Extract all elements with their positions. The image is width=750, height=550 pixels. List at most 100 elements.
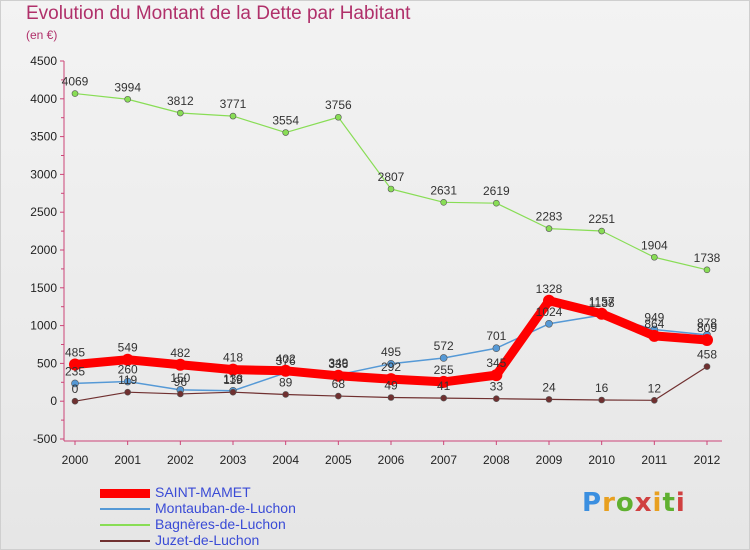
juzet-de-luchon-point bbox=[282, 391, 289, 398]
legend-swatch bbox=[100, 524, 150, 526]
juzet-de-luchon-point bbox=[335, 392, 342, 400]
montauban-de-luchon-value-label: 235 bbox=[65, 364, 85, 378]
y-tick-label: 4500 bbox=[30, 54, 57, 68]
saint-mamet-value-label: 485 bbox=[65, 346, 85, 360]
juzet-de-luchon-value-label: 16 bbox=[595, 381, 609, 395]
juzet-de-luchon-value-label: 24 bbox=[542, 380, 556, 394]
montauban-de-luchon-value-label: 572 bbox=[434, 339, 454, 353]
x-tick-label: 2011 bbox=[641, 453, 667, 467]
saint-mamet-point bbox=[437, 375, 450, 388]
x-tick-label: 2001 bbox=[114, 453, 141, 467]
x-tick-label: 2009 bbox=[536, 453, 563, 467]
juzet-de-luchon-point bbox=[71, 397, 79, 405]
bagneres-de-luchon-point bbox=[229, 112, 237, 120]
saint-mamet-value-label: 809 bbox=[697, 321, 717, 335]
y-tick-label: 2500 bbox=[30, 205, 57, 219]
saint-mamet-point bbox=[648, 329, 661, 342]
juzet-de-luchon-value-label: 68 bbox=[332, 377, 346, 391]
juzet-de-luchon-point bbox=[703, 363, 711, 370]
bagneres-de-luchon-value-label: 3756 bbox=[325, 98, 352, 112]
juzet-de-luchon-value-label: 0 bbox=[72, 382, 79, 396]
saint-mamet-value-label: 864 bbox=[644, 317, 664, 331]
juzet-de-luchon-point bbox=[651, 396, 658, 404]
juzet-de-luchon-value-label: 49 bbox=[384, 378, 398, 392]
y-tick-label: 1000 bbox=[30, 319, 57, 333]
bagneres-de-luchon-value-label: 2631 bbox=[430, 183, 457, 197]
montauban-de-luchon-value-label: 376 bbox=[276, 354, 296, 368]
bagneres-de-luchon-point bbox=[387, 185, 395, 193]
x-tick-label: 2003 bbox=[220, 453, 247, 467]
juzet-de-luchon-point bbox=[387, 394, 395, 401]
y-tick-label: -500 bbox=[33, 432, 57, 446]
saint-mamet-value-label: 418 bbox=[223, 351, 243, 365]
x-tick-label: 2000 bbox=[62, 453, 89, 467]
bagneres-de-luchon-point bbox=[177, 109, 184, 117]
y-tick-label: 0 bbox=[50, 394, 57, 408]
juzet-de-luchon-value-label: 89 bbox=[279, 375, 293, 389]
montauban-de-luchon-value-label: 1138 bbox=[589, 296, 615, 310]
bagneres-de-luchon-value-label: 1904 bbox=[641, 238, 668, 252]
x-tick-label: 2002 bbox=[167, 453, 194, 467]
juzet-de-luchon-value-label: 458 bbox=[697, 348, 717, 362]
juzet-de-luchon-value-label: 119 bbox=[223, 373, 242, 387]
y-tick-label: 1500 bbox=[30, 281, 57, 295]
y-tick-label: 2000 bbox=[30, 243, 57, 257]
juzet-de-luchon-point bbox=[177, 390, 184, 398]
bagneres-de-luchon-point bbox=[440, 198, 447, 206]
bagneres-de-luchon-value-label: 3554 bbox=[272, 114, 299, 128]
saint-mamet-value-label: 255 bbox=[434, 363, 454, 377]
bagneres-de-luchon-value-label: 3812 bbox=[167, 94, 194, 108]
x-tick-label: 2006 bbox=[378, 453, 405, 467]
bagneres-de-luchon-value-label: 2251 bbox=[588, 212, 615, 226]
proxiti-logo: Proxiti bbox=[582, 488, 686, 518]
bagneres-de-luchon-value-label: 2619 bbox=[483, 184, 510, 198]
juzet-de-luchon-point bbox=[598, 396, 605, 404]
saint-mamet-point bbox=[543, 294, 555, 307]
juzet-de-luchon-point bbox=[229, 388, 237, 396]
bagneres-de-luchon-point bbox=[71, 90, 79, 97]
saint-mamet-point bbox=[227, 363, 239, 376]
bagneres-de-luchon-value-label: 1738 bbox=[694, 251, 721, 265]
legend-swatch bbox=[100, 488, 150, 498]
x-tick-label: 2008 bbox=[483, 453, 510, 467]
juzet-de-luchon-value-label: 96 bbox=[174, 375, 188, 389]
saint-mamet-point bbox=[385, 373, 397, 386]
montauban-de-luchon-value-label: 349 bbox=[328, 356, 348, 370]
legend-swatch bbox=[100, 540, 150, 542]
y-tick-label: 3000 bbox=[30, 167, 57, 181]
x-tick-label: 2005 bbox=[325, 453, 352, 467]
saint-mamet-point bbox=[490, 369, 503, 382]
x-tick-label: 2007 bbox=[430, 453, 457, 467]
montauban-de-luchon-value-label: 878 bbox=[697, 316, 717, 330]
legend-label: Bagnères-de-Luchon bbox=[155, 516, 286, 532]
saint-mamet-point bbox=[69, 358, 81, 371]
juzet-de-luchon-point bbox=[545, 396, 553, 403]
saint-mamet-point bbox=[279, 364, 292, 377]
saint-mamet-value-label: 402 bbox=[276, 352, 296, 366]
montauban-de-luchon-value-label: 138 bbox=[223, 372, 243, 386]
montauban-de-luchon-value-label: 260 bbox=[118, 363, 138, 377]
montauban-de-luchon-point bbox=[492, 344, 501, 353]
legend-label: Juzet-de-Luchon bbox=[155, 532, 260, 548]
montauban-de-luchon-point bbox=[545, 319, 553, 328]
bagneres-de-luchon-value-label: 3771 bbox=[220, 97, 247, 111]
x-tick-label: 2010 bbox=[588, 453, 615, 467]
saint-mamet-point bbox=[595, 307, 608, 320]
y-tick-label: 4000 bbox=[30, 92, 57, 106]
y-tick-label: 500 bbox=[37, 356, 57, 370]
saint-mamet-point bbox=[701, 334, 713, 347]
saint-mamet-value-label: 336 bbox=[328, 357, 348, 371]
saint-mamet-value-label: 292 bbox=[381, 360, 401, 374]
bagneres-de-luchon-point bbox=[598, 227, 605, 235]
juzet-de-luchon-point bbox=[493, 395, 500, 403]
montauban-de-luchon-value-label: 1024 bbox=[536, 305, 563, 319]
saint-mamet-point bbox=[332, 369, 345, 382]
bagneres-de-luchon-point bbox=[335, 113, 342, 121]
saint-mamet-point bbox=[174, 358, 187, 371]
y-tick-label: 3500 bbox=[30, 130, 57, 144]
legend-label: Montauban-de-Luchon bbox=[155, 500, 296, 516]
saint-mamet-value-label: 1328 bbox=[536, 282, 563, 296]
montauban-de-luchon-point bbox=[439, 354, 448, 362]
montauban-de-luchon-value-label: 949 bbox=[644, 310, 664, 324]
